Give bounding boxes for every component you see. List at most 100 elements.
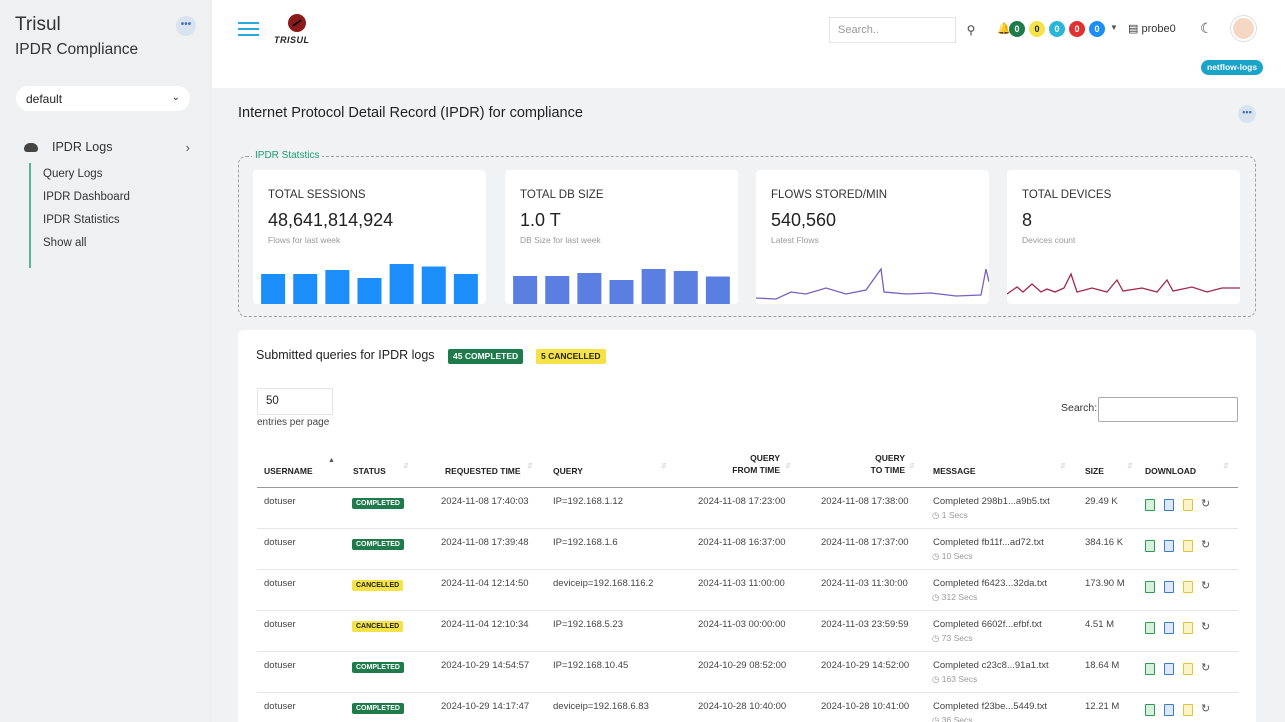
chevron-right-icon: › xyxy=(185,140,190,155)
sidebar-item-ipdr-logs[interactable]: IPDR Logs › xyxy=(24,140,194,155)
search-input[interactable]: Search.. xyxy=(829,17,956,43)
cell-requested-time: 2024-10-29 14:54:57 xyxy=(441,660,530,671)
clock-icon: ◷ xyxy=(932,715,942,722)
sort-icon[interactable]: ⇵ xyxy=(1060,463,1066,470)
cell-query: deviceip=192.168.116.2 xyxy=(553,578,654,589)
col-message[interactable]: MESSAGE xyxy=(933,466,976,476)
sort-icon[interactable]: ⇵ xyxy=(403,463,409,470)
avatar[interactable] xyxy=(1231,16,1256,41)
stat-value: 540,560 xyxy=(771,210,837,230)
refresh-icon[interactable]: ↻ xyxy=(1201,539,1211,551)
app-name: Trisul xyxy=(15,14,61,35)
cell-elapsed: ◷ 36 Secs xyxy=(932,715,973,722)
context-select[interactable]: default ⌄ xyxy=(16,86,190,111)
sort-icon[interactable]: ⇵ xyxy=(1223,463,1229,470)
cell-username: dotuser xyxy=(264,619,296,630)
sort-icon[interactable]: ⇵ xyxy=(785,463,791,470)
download-csv-icon[interactable] xyxy=(1145,704,1155,716)
download-csv-icon[interactable] xyxy=(1145,622,1155,634)
cell-message: Completed fb11f...ad72.txt xyxy=(933,537,1044,548)
spark-bar xyxy=(641,269,666,304)
download-txt-icon[interactable] xyxy=(1183,540,1193,552)
clock-icon: ◷ xyxy=(932,551,942,561)
download-xls-icon[interactable] xyxy=(1164,581,1174,593)
theme-toggle-icon[interactable]: ☾ xyxy=(1200,20,1213,36)
sidebar-item-query-logs[interactable]: Query Logs xyxy=(43,168,103,180)
alert-count-2[interactable]: 0 xyxy=(1049,21,1065,37)
alert-count-3[interactable]: 0 xyxy=(1069,21,1085,37)
page-more-button[interactable]: ••• xyxy=(1238,105,1256,123)
download-xls-icon[interactable] xyxy=(1164,663,1174,675)
download-xls-icon[interactable] xyxy=(1164,540,1174,552)
cell-query: IP=192.168.5.23 xyxy=(553,619,623,630)
cell-username: dotuser xyxy=(264,701,296,712)
refresh-icon[interactable]: ↻ xyxy=(1201,621,1211,633)
download-xls-icon[interactable] xyxy=(1164,704,1174,716)
download-xls-icon[interactable] xyxy=(1164,622,1174,634)
cell-from-time: 2024-11-08 17:23:00 xyxy=(698,496,786,507)
download-txt-icon[interactable] xyxy=(1183,663,1193,675)
table-row[interactable]: dotuser COMPLETED 2024-10-29 14:17:47 devic… xyxy=(257,693,1238,722)
alert-count-4[interactable]: 0 xyxy=(1089,21,1105,37)
sort-icon[interactable]: ⇵ xyxy=(909,463,915,470)
download-csv-icon[interactable] xyxy=(1145,540,1155,552)
sidebar-more-button[interactable]: ••• xyxy=(176,16,196,36)
caret-down-icon[interactable]: ▼ xyxy=(1110,23,1118,32)
download-csv-icon[interactable] xyxy=(1145,499,1155,511)
alert-count-1[interactable]: 0 xyxy=(1029,21,1045,37)
table-row[interactable]: dotuser CANCELLED 2024-11-04 12:10:34 IP=19… xyxy=(257,611,1238,652)
sort-icon[interactable]: ⇵ xyxy=(527,463,533,470)
col-query[interactable]: QUERY xyxy=(553,466,583,476)
table-search-input[interactable] xyxy=(1098,397,1238,422)
sidebar-item-ipdr-dashboard[interactable]: IPDR Dashboard xyxy=(43,191,130,203)
bell-icon[interactable]: 🔔 xyxy=(997,23,1011,35)
alert-count-0[interactable]: 0 xyxy=(1009,21,1025,37)
table-search-label: Search: xyxy=(1061,402,1098,414)
refresh-icon[interactable]: ↻ xyxy=(1201,703,1211,715)
spark-bar xyxy=(261,274,286,304)
download-txt-icon[interactable] xyxy=(1183,581,1193,593)
menu-toggle-icon[interactable] xyxy=(238,22,259,40)
col-username[interactable]: USERNAME xyxy=(264,466,313,476)
download-csv-icon[interactable] xyxy=(1145,581,1155,593)
cell-elapsed: ◷ 163 Secs xyxy=(932,674,978,684)
entries-per-page-input[interactable]: 50 xyxy=(257,388,333,415)
cell-username: dotuser xyxy=(264,496,296,507)
col-query-from[interactable]: QUERY FROM TIME xyxy=(732,453,780,475)
download-csv-icon[interactable] xyxy=(1145,663,1155,675)
sessions-sparkbar xyxy=(261,264,478,304)
cell-size: 173.90 M xyxy=(1085,578,1125,589)
cell-elapsed: ◷ 1 Secs xyxy=(932,510,968,520)
queries-title: Submitted queries for IPDR logs xyxy=(256,348,435,362)
cell-to-time: 2024-10-28 10:41:00 xyxy=(821,701,910,712)
download-xls-icon[interactable] xyxy=(1164,499,1174,511)
col-status[interactable]: STATUS xyxy=(353,466,386,476)
sort-asc-icon[interactable]: ▲ xyxy=(328,457,335,464)
refresh-icon[interactable]: ↻ xyxy=(1201,662,1211,674)
col-requested-time[interactable]: REQUESTED TIME xyxy=(445,466,521,476)
table-row[interactable]: dotuser CANCELLED 2024-11-04 12:14:50 devic… xyxy=(257,570,1238,611)
download-txt-icon[interactable] xyxy=(1183,704,1193,716)
sidebar-item-ipdr-statistics[interactable]: IPDR Statistics xyxy=(43,214,120,226)
cell-requested-time: 2024-10-29 14:17:47 xyxy=(441,701,530,712)
sort-icon[interactable]: ⇵ xyxy=(661,463,667,470)
download-txt-icon[interactable] xyxy=(1183,499,1193,511)
table-row[interactable]: dotuser COMPLETED 2024-10-29 14:54:57 IP=19… xyxy=(257,652,1238,693)
cell-username: dotuser xyxy=(264,537,296,548)
col-query-to[interactable]: QUERY TO TIME xyxy=(870,453,905,475)
cell-message: Completed 298b1...a9b5.txt xyxy=(933,496,1050,507)
cell-requested-time: 2024-11-08 17:39:48 xyxy=(441,537,529,548)
table-row[interactable]: dotuser COMPLETED 2024-11-08 17:40:03 IP=19… xyxy=(257,488,1238,529)
download-txt-icon[interactable] xyxy=(1183,622,1193,634)
search-icon[interactable]: ⚲ xyxy=(966,23,976,37)
spark-bar xyxy=(453,274,478,304)
sort-icon[interactable]: ⇵ xyxy=(1127,463,1133,470)
col-size[interactable]: SIZE xyxy=(1085,466,1104,476)
probe-selector[interactable]: ▤ probe0 xyxy=(1128,22,1176,35)
table-row[interactable]: dotuser COMPLETED 2024-11-08 17:39:48 IP=19… xyxy=(257,529,1238,570)
refresh-icon[interactable]: ↻ xyxy=(1201,498,1211,510)
sidebar-item-show-all[interactable]: Show all xyxy=(43,237,87,249)
refresh-icon[interactable]: ↻ xyxy=(1201,580,1211,592)
cell-to-time: 2024-11-08 17:38:00 xyxy=(821,496,909,507)
context-badge[interactable]: netflow-logs xyxy=(1201,60,1264,75)
